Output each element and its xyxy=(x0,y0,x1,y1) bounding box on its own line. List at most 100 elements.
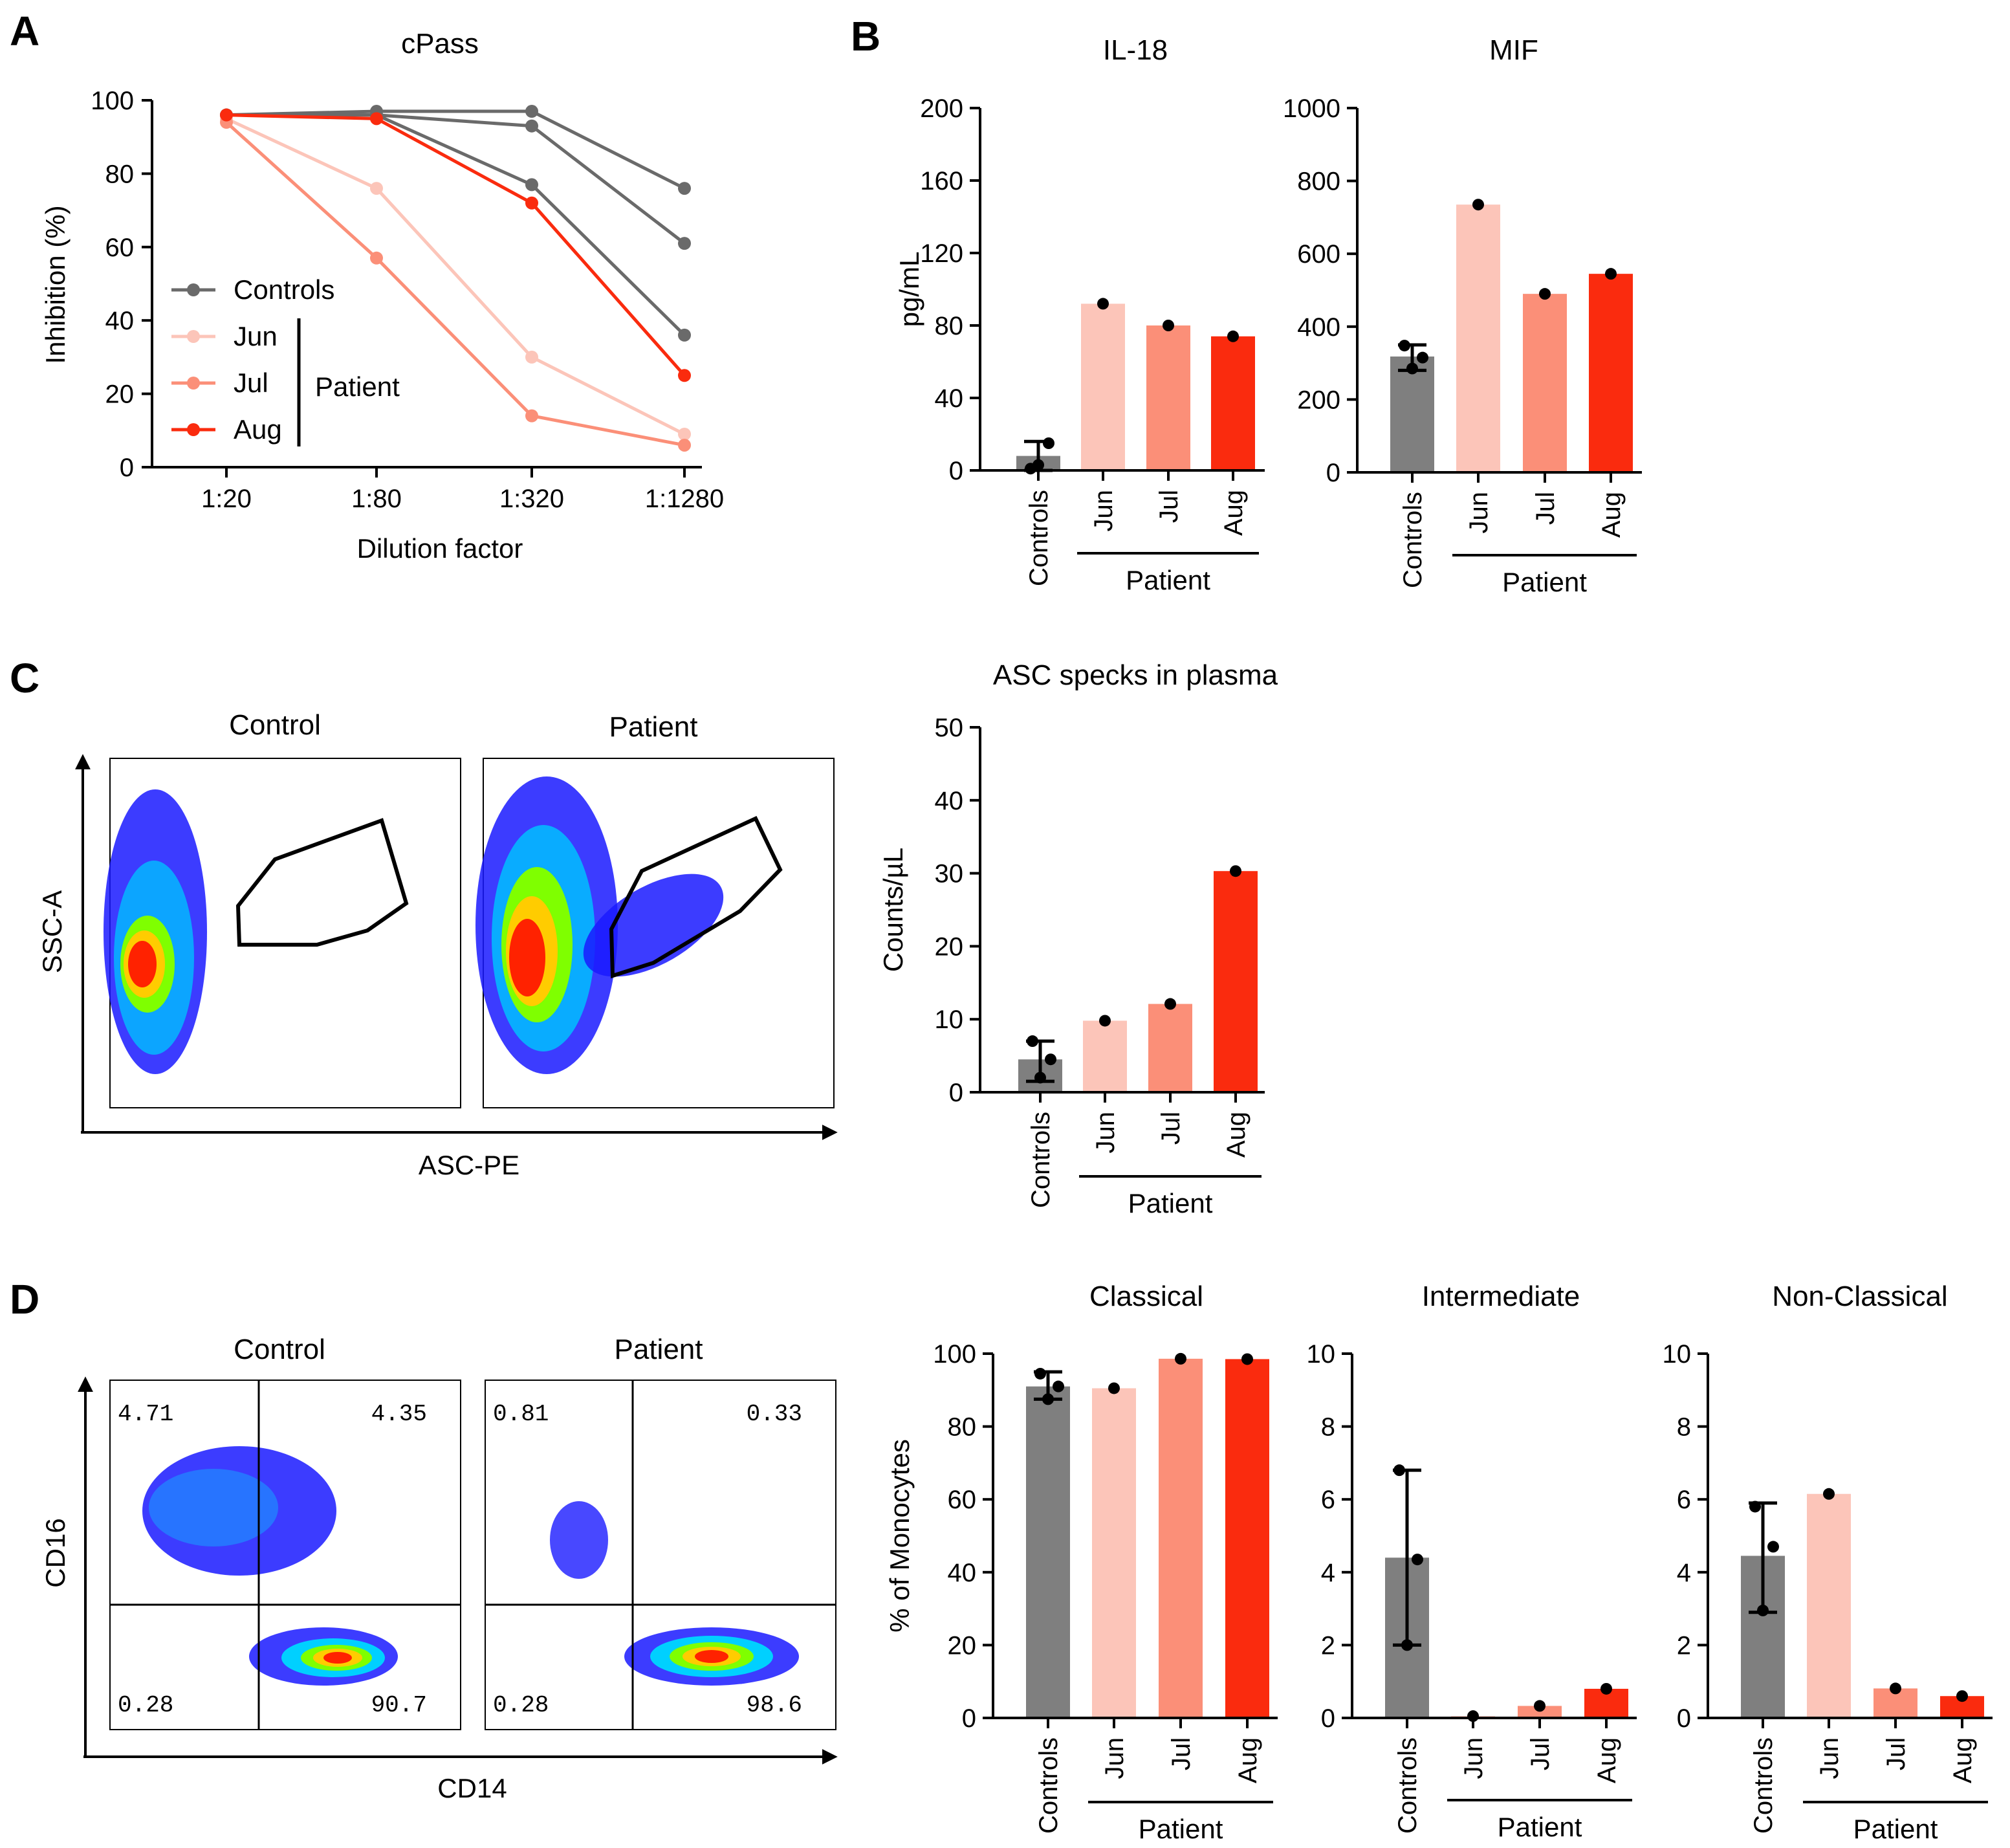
mif-y-tick-label: 600 xyxy=(1297,240,1340,269)
classical-x-tick-label: Jul xyxy=(1167,1737,1196,1770)
asc-flow-x-label: ASC-PE xyxy=(419,1150,519,1180)
cpass-legend-label: Controls xyxy=(234,274,334,305)
il18-point-controls xyxy=(1043,437,1054,449)
mono-flow-y-label: CD16 xyxy=(40,1518,71,1587)
cpass-series-line-jun xyxy=(225,117,686,436)
cpass-point-aug xyxy=(678,369,691,382)
cpass-x-tick-label: 1:1280 xyxy=(645,485,724,513)
asc-bar-jun xyxy=(1083,1020,1127,1092)
asc-flow-control-title: Control xyxy=(229,709,321,741)
mif-point-controls xyxy=(1417,351,1428,364)
cpass-point-controls xyxy=(525,178,538,192)
intermediate-point-jul xyxy=(1534,1700,1546,1712)
nonclassical-point-controls xyxy=(1757,1604,1769,1616)
nonclassical-point-jun xyxy=(1823,1488,1835,1500)
mif-point-jun xyxy=(1472,199,1484,211)
asc-y-tick-label: 10 xyxy=(935,1006,964,1034)
nonclassical-point-controls xyxy=(1749,1501,1761,1513)
cpass-title: cPass xyxy=(401,28,479,60)
nonclassical-point-jul xyxy=(1890,1682,1901,1695)
mif-point-jul xyxy=(1539,288,1551,300)
panel-label-c: C xyxy=(10,655,39,701)
cpass-legend-label: Jul xyxy=(234,368,268,398)
mono-flow-x-label: CD14 xyxy=(437,1773,507,1803)
asc-flow-patient-title: Patient xyxy=(609,711,698,743)
intermediate-y-tick-label: 10 xyxy=(1307,1340,1336,1369)
asc-bar-aug xyxy=(1214,871,1258,1092)
mono-control-q-br: 90.7 xyxy=(371,1692,427,1719)
panel-label-b: B xyxy=(851,13,880,60)
asc-point-jul xyxy=(1164,998,1176,1010)
intermediate-y-tick-label: 6 xyxy=(1321,1486,1335,1514)
mif-bar-chart: MIF 0 200 400 600 800 1000 Controls Jun Jul Aug Pat… xyxy=(1283,34,1642,597)
nonclassical-x-tick-label: Controls xyxy=(1749,1737,1778,1834)
mif-patient-label: Patient xyxy=(1502,567,1587,597)
cpass-y-tick-label: 80 xyxy=(105,160,135,188)
mono-patient-q-tl: 0.81 xyxy=(493,1401,549,1427)
intermediate-x-tick-label: Jul xyxy=(1526,1737,1555,1770)
asc-y-tick-label: 30 xyxy=(935,860,964,888)
cpass-point-jul xyxy=(678,438,691,452)
cpass-point-jun xyxy=(370,182,383,195)
cpass-point-controls xyxy=(678,237,691,250)
cpass-point-aug xyxy=(370,112,383,126)
classical-patient-label: Patient xyxy=(1139,1814,1223,1844)
nonclassical-y-tick-label: 6 xyxy=(1677,1486,1691,1514)
classical-y-tick-label: 60 xyxy=(948,1486,977,1514)
classical-point-controls xyxy=(1034,1367,1046,1380)
cpass-point-controls xyxy=(525,105,538,118)
il18-bar-chart: IL-18 0 40 80 120 160 200 Controls Jun Jul Aug Pati… xyxy=(894,34,1265,595)
mif-y-tick-label: 0 xyxy=(1326,459,1340,487)
asc-y-tick-label: 50 xyxy=(935,714,964,742)
nonclassical-title: Non-Classical xyxy=(1772,1281,1947,1312)
nonclassical-x-tick-label: Jul xyxy=(1882,1737,1910,1770)
intermediate-point-controls xyxy=(1412,1554,1423,1566)
cpass-x-label: Dilution factor xyxy=(357,533,523,564)
il18-y-tick-label: 160 xyxy=(920,167,963,195)
cpass-y-tick-label: 60 xyxy=(105,234,135,262)
classical-x-tick-label: Aug xyxy=(1234,1737,1262,1783)
mif-x-tick-label: Jul xyxy=(1531,492,1560,525)
asc-specks-bar-chart: ASC specks in plasma 0 10 20 30 40 50 Controls J… xyxy=(878,659,1278,1218)
intermediate-x-tick-label: Jun xyxy=(1459,1737,1488,1779)
asc-y-tick-label: 20 xyxy=(935,932,964,961)
cpass-y-tick-label: 20 xyxy=(105,380,135,409)
il18-y-tick-label: 0 xyxy=(949,457,963,485)
mono-flow-patient-title: Patient xyxy=(615,1334,703,1365)
asc-patient-gate xyxy=(609,816,783,979)
panel-label-a: A xyxy=(10,8,39,54)
mono-control-density xyxy=(142,1446,398,1686)
il18-point-jun xyxy=(1097,298,1109,310)
il18-y-tick-label: 40 xyxy=(935,384,964,413)
cpass-series-line-controls xyxy=(226,113,686,245)
intermediate-point-aug xyxy=(1600,1682,1612,1695)
classical-bar-jul xyxy=(1159,1358,1203,1718)
classical-bar-chart: Classical 0 20 40 60 80 100 Controls Jun Jul Aug Pa… xyxy=(884,1281,1278,1844)
asc-patient-label: Patient xyxy=(1128,1188,1213,1218)
asc-point-controls xyxy=(1034,1072,1046,1084)
nonclassical-bar-jun xyxy=(1807,1493,1851,1718)
mono-control-q-bl: 0.28 xyxy=(118,1692,173,1719)
classical-point-jun xyxy=(1108,1382,1120,1394)
classical-bar-aug xyxy=(1225,1359,1269,1718)
classical-x-tick-label: Controls xyxy=(1034,1737,1063,1834)
nonclassical-y-tick-label: 10 xyxy=(1663,1340,1692,1369)
classical-y-tick-label: 0 xyxy=(962,1704,976,1733)
cpass-point-controls xyxy=(678,182,691,195)
nonclassical-point-controls xyxy=(1767,1541,1779,1553)
mif-bar-jun xyxy=(1456,204,1500,472)
cpass-line-chart: cPass 0 20 40 60 80 100 1:20 1:80 1:320 1:1280 Dilu… xyxy=(40,28,724,564)
cpass-point-aug xyxy=(525,196,538,210)
asc-x-tick-label: Jul xyxy=(1157,1112,1185,1145)
mif-y-tick-label: 200 xyxy=(1297,386,1340,414)
mono-flow-control-title: Control xyxy=(234,1334,325,1365)
asc-x-tick-label: Jun xyxy=(1091,1112,1120,1154)
il18-x-tick-label: Controls xyxy=(1025,490,1053,586)
nonclassical-y-tick-label: 8 xyxy=(1677,1413,1691,1442)
nonclassical-y-tick-label: 4 xyxy=(1677,1559,1691,1587)
mif-y-tick-label: 1000 xyxy=(1283,94,1340,123)
classical-point-jul xyxy=(1175,1352,1186,1365)
asc-flow-y-label: SSC-A xyxy=(37,890,67,973)
classical-y-tick-label: 80 xyxy=(948,1413,977,1442)
asc-title: ASC specks in plasma xyxy=(993,659,1278,691)
